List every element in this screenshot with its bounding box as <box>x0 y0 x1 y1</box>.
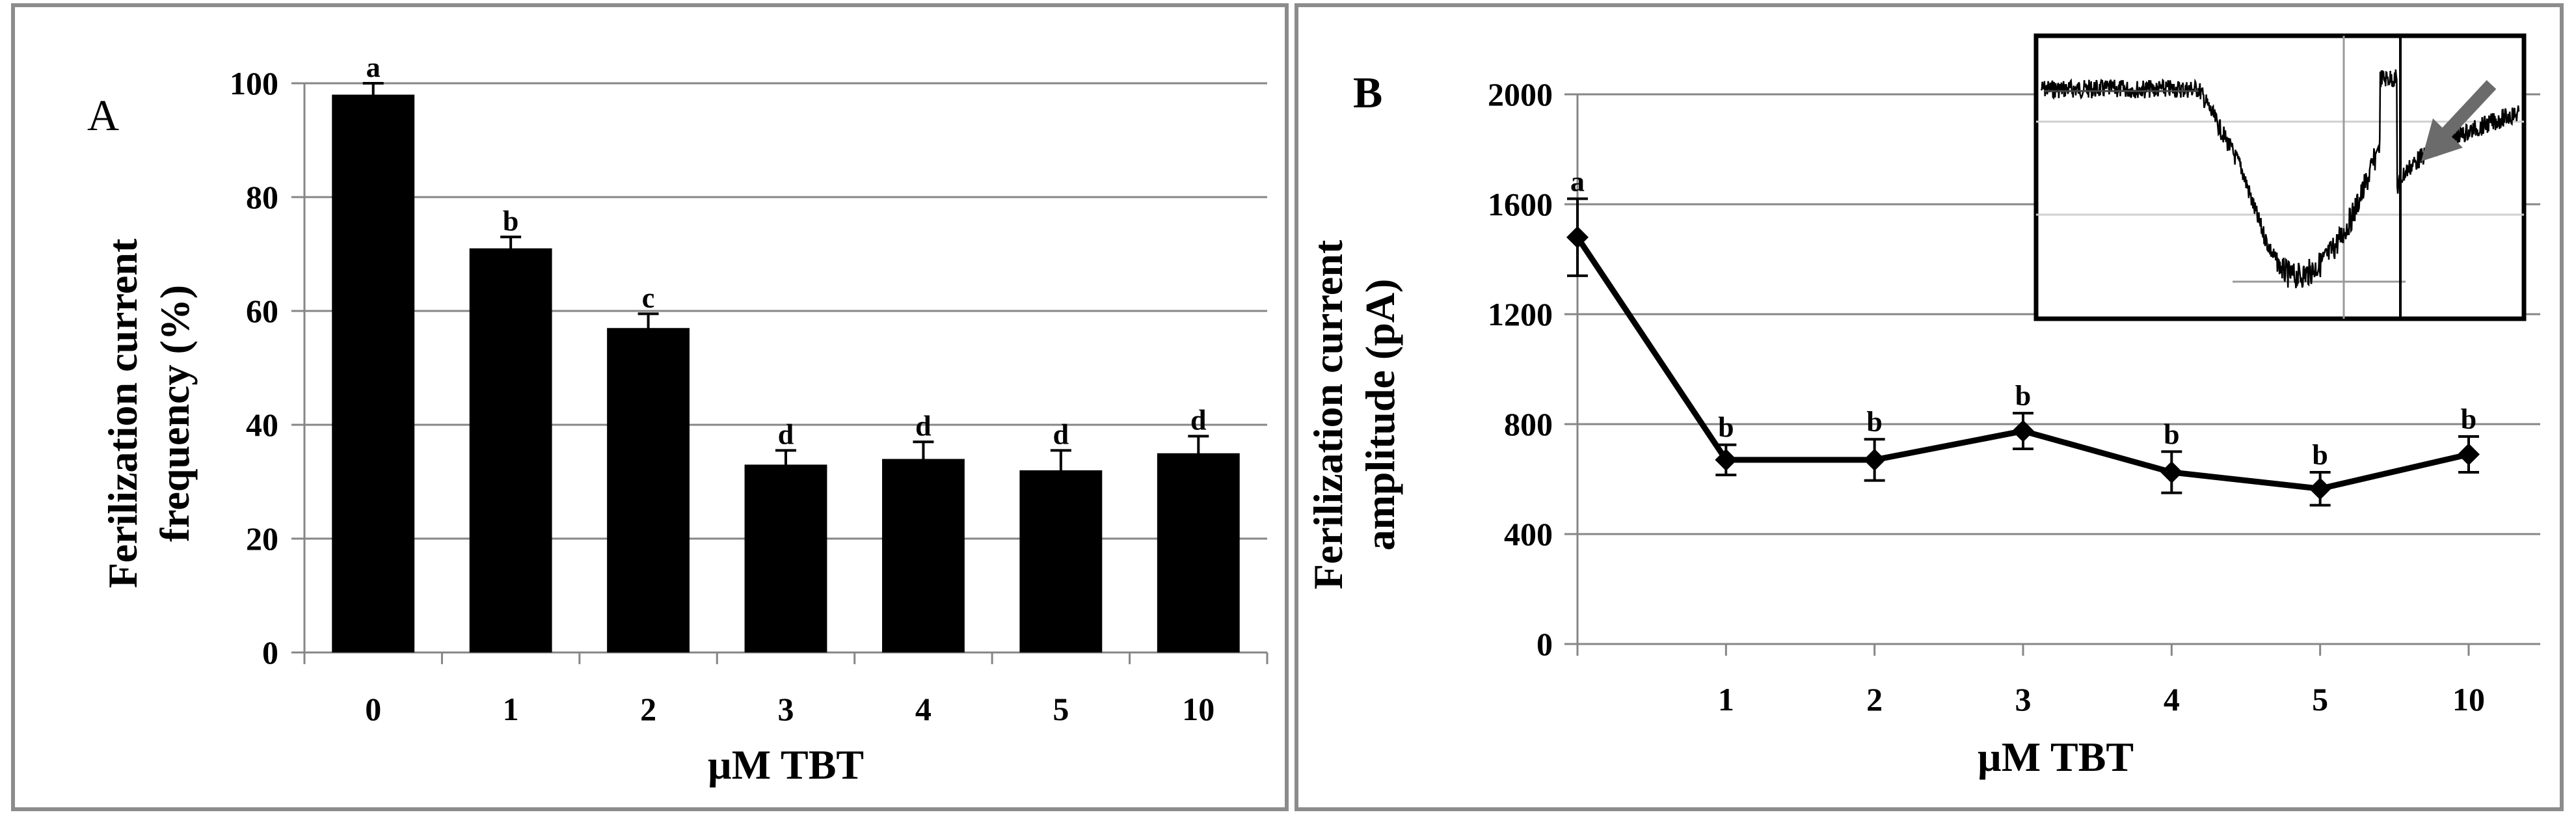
inset-arrow-icon <box>2421 118 2463 161</box>
x-tick-label: 4 <box>2164 681 2180 718</box>
y-tick-label: 800 <box>1504 406 1553 442</box>
significance-letter: b <box>1866 406 1882 438</box>
x-tick-label: 2 <box>1866 681 1883 718</box>
significance-letter: a <box>366 51 381 83</box>
panel-a-frame <box>11 3 1289 811</box>
x-axis-title: µM TBT <box>708 742 864 788</box>
significance-letter: b <box>1718 412 1734 444</box>
inset-frame <box>2033 33 2527 321</box>
data-point-marker <box>2160 461 2183 483</box>
data-point-marker <box>1715 448 1737 471</box>
panel-b-frame <box>1295 3 2564 811</box>
y-tick-label: 40 <box>246 407 278 443</box>
significance-letter: d <box>1053 418 1069 450</box>
x-tick-label: 3 <box>2015 681 2032 718</box>
y-axis-title-line: frequency (%) <box>152 285 198 542</box>
y-axis-title-line: Ferilization current <box>100 238 146 588</box>
significance-letter: b <box>2164 418 2179 450</box>
panel-a-chart: 0 20 40 60 80 100 a 0 b 1 c 2 d 3 d 4 d 5 d 10 µM TBT A Ferili… <box>87 51 1268 788</box>
data-point-marker <box>2309 477 2331 500</box>
inset-arrow-shaft <box>2441 80 2497 138</box>
bar <box>882 459 965 652</box>
bar <box>744 464 827 652</box>
y-axis-title: Ferilization current amplitude (pA) <box>1305 239 1403 589</box>
data-point-marker <box>2012 420 2034 442</box>
y-tick-label: 400 <box>1504 516 1553 552</box>
y-tick-label: 20 <box>246 520 278 557</box>
bar <box>1019 470 1103 652</box>
x-tick-label: 4 <box>915 691 932 727</box>
significance-letter: b <box>2461 403 2476 435</box>
y-tick-label: 100 <box>230 65 278 101</box>
significance-letter: b <box>503 205 518 237</box>
significance-letter: b <box>2312 439 2328 471</box>
bar <box>607 328 690 652</box>
y-axis-title: Ferilization current frequency (%) <box>100 238 198 588</box>
significance-letter: d <box>915 410 931 442</box>
bar <box>469 248 552 652</box>
panel-letter: B <box>1353 68 1382 117</box>
x-tick-label: 10 <box>2452 681 2485 718</box>
x-tick-label: 10 <box>1182 691 1214 727</box>
x-tick-label: 5 <box>2312 681 2328 718</box>
y-tick-label: 80 <box>246 179 278 215</box>
x-tick-label: 1 <box>503 691 519 727</box>
bar <box>332 94 415 652</box>
data-point-marker <box>1566 226 1589 248</box>
significance-letter: c <box>642 282 655 314</box>
data-point-marker <box>2458 443 2480 466</box>
x-axis-title: µM TBT <box>1978 734 2134 780</box>
y-tick-label: 0 <box>1536 626 1553 662</box>
x-tick-label: 1 <box>1718 681 1734 718</box>
y-tick-label: 60 <box>246 293 278 329</box>
y-axis-title-line: Ferilization current <box>1305 239 1351 589</box>
inset-trace-panel <box>2033 33 2527 321</box>
significance-letter: b <box>2015 380 2031 412</box>
y-tick-label: 2000 <box>1488 76 1553 113</box>
panel-b-chart: 0 400 800 1200 1600 2000 a b 1 b 2 b 3 b 4 b 5 b 10 µM TBT B… <box>1305 33 2540 780</box>
significance-letter: a <box>1570 166 1585 198</box>
data-point-marker <box>1863 448 1886 471</box>
x-tick-label: 2 <box>640 691 656 727</box>
bar <box>1157 453 1240 652</box>
panel-letter: A <box>87 90 119 140</box>
y-tick-label: 1200 <box>1488 296 1553 332</box>
significance-letter: d <box>1190 405 1206 436</box>
x-tick-label: 0 <box>365 691 381 727</box>
y-axis-title-line: amplitude (pA) <box>1357 279 1403 551</box>
x-tick-label: 3 <box>778 691 794 727</box>
y-tick-label: 0 <box>262 634 278 671</box>
y-tick-label: 1600 <box>1488 186 1553 222</box>
significance-letter: d <box>778 418 794 450</box>
x-tick-label: 5 <box>1053 691 1069 727</box>
